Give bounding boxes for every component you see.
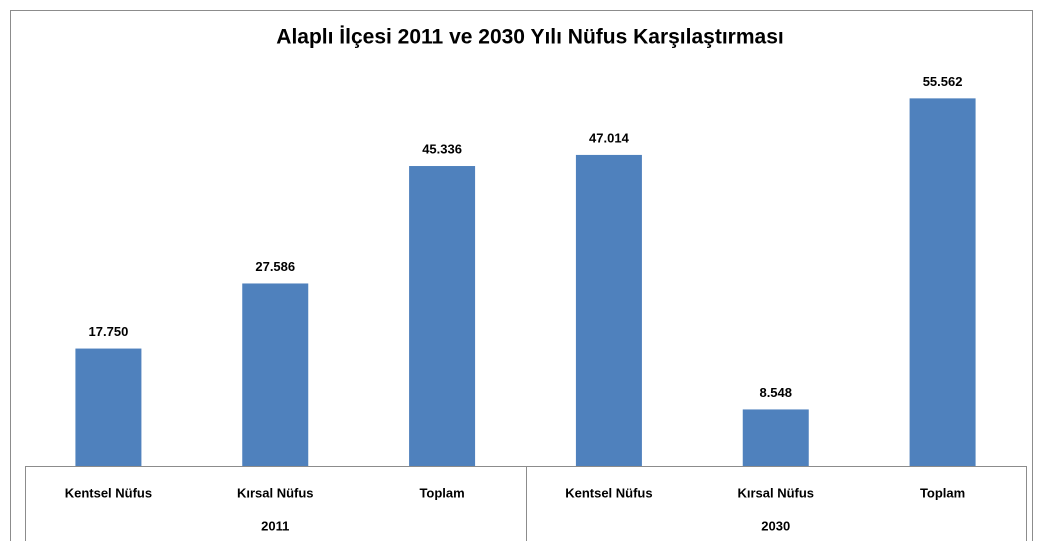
data-label: 47.014 — [589, 130, 630, 145]
x-tick-label: Kentsel Nüfus — [565, 485, 652, 500]
data-label: 45.336 — [422, 141, 462, 156]
group-label: 2011 — [261, 518, 289, 533]
x-tick-label: Kentsel Nüfus — [65, 485, 152, 500]
bar — [742, 409, 809, 466]
chart-frame — [10, 10, 1033, 541]
bar — [75, 348, 142, 466]
data-label: 55.562 — [923, 74, 963, 89]
x-tick-label: Kırsal Nüfus — [237, 485, 314, 500]
x-tick-label: Toplam — [920, 485, 965, 500]
bar — [909, 98, 976, 466]
x-tick-label: Kırsal Nüfus — [737, 485, 814, 500]
data-label: 8.548 — [759, 385, 792, 400]
group-label: 2030 — [761, 518, 790, 533]
bar — [575, 154, 642, 467]
data-label: 17.750 — [89, 324, 129, 339]
chart-title: Alaplı İlçesi 2011 ve 2030 Yılı Nüfus Ka… — [276, 26, 783, 49]
data-label: 27.586 — [255, 259, 295, 274]
bar — [409, 166, 476, 466]
x-tick-label: Toplam — [419, 485, 464, 500]
bar — [242, 283, 309, 466]
